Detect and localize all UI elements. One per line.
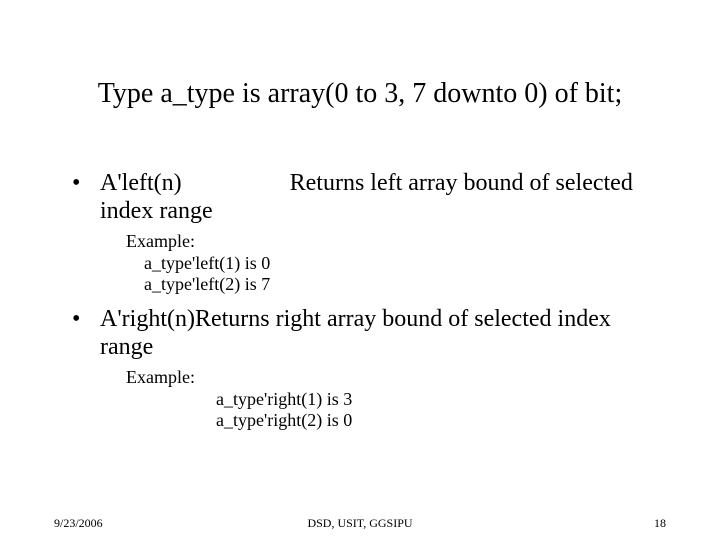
example-line: a_type'right(1) is 3 [126, 389, 648, 411]
slide-title: Type a_type is array(0 to 3, 7 downto 0)… [0, 78, 720, 110]
bullet-mark: • [72, 306, 100, 361]
footer-page-number: 18 [654, 516, 666, 531]
attribute-name: A'left(n) [100, 170, 182, 198]
bullet-text: A'right(n)Returns right array bound of s… [100, 306, 648, 361]
example-line: a_type'right(2) is 0 [126, 410, 648, 432]
example-block: Example: a_type'right(1) is 3 a_type'rig… [126, 367, 648, 432]
example-line: a_type'left(1) is 0 [126, 253, 648, 275]
example-block: Example: a_type'left(1) is 0 a_type'left… [126, 231, 648, 296]
slide-body: • A'left(n)Returns left array bound of s… [72, 160, 648, 432]
example-label: Example: [126, 231, 648, 253]
attribute-name: A'right(n) [100, 306, 195, 334]
bullet-mark: • [72, 170, 100, 225]
example-line: a_type'left(2) is 7 [126, 274, 648, 296]
example-label: Example: [126, 367, 648, 389]
bullet-item: • A'right(n)Returns right array bound of… [72, 306, 648, 361]
bullet-text: A'left(n)Returns left array bound of sel… [100, 170, 648, 225]
bullet-item: • A'left(n)Returns left array bound of s… [72, 170, 648, 225]
footer-center: DSD, USIT, GGSIPU [0, 516, 720, 531]
slide: Type a_type is array(0 to 3, 7 downto 0)… [0, 0, 720, 540]
